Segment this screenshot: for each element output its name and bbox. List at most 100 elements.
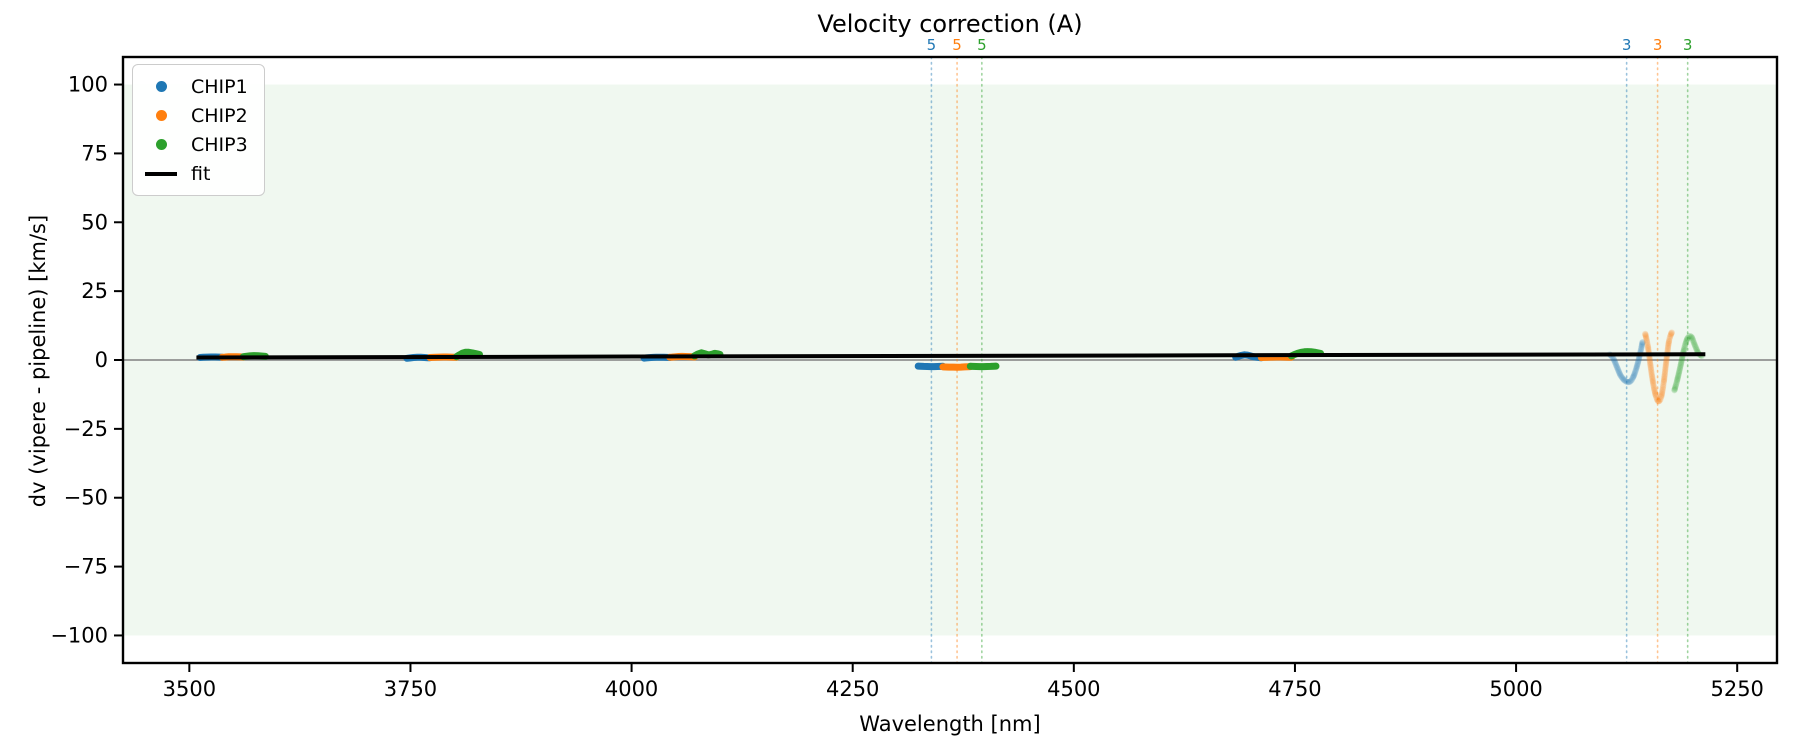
wiggle-point-chip2 <box>1652 391 1659 398</box>
wiggle-point-chip2 <box>1650 384 1658 391</box>
wiggle-point-chip1 <box>1612 360 1619 367</box>
legend-label: CHIP3 <box>191 133 248 156</box>
order-marker-label: 3 <box>1683 36 1693 54</box>
wiggle-point-chip1 <box>1614 365 1621 372</box>
wiggle-point-chip2 <box>1650 381 1657 388</box>
order-marker-label: 3 <box>1653 36 1663 54</box>
wiggle-point-chip2 <box>1648 371 1655 378</box>
wiggle-point-chip2 <box>1651 387 1658 394</box>
x-tick-label: 5250 <box>1710 677 1763 701</box>
wiggle-point-chip3 <box>1672 382 1679 389</box>
wiggle-point-chip3 <box>1671 385 1678 392</box>
legend-item-chip2: CHIP2 <box>143 101 248 130</box>
wiggle-point-chip3 <box>1689 335 1696 342</box>
wiggle-point-chip1 <box>1639 340 1646 347</box>
wiggle-point-chip1 <box>1621 376 1628 384</box>
order-marker-label: 5 <box>977 36 987 54</box>
wiggle-point-chip2 <box>1651 386 1658 393</box>
wiggle-point-chip2 <box>1658 393 1665 400</box>
wiggle-point-chip3 <box>1683 336 1690 343</box>
wiggle-point-chip3 <box>1686 332 1694 340</box>
y-tick-label: −75 <box>64 555 108 579</box>
wiggle-point-chip2 <box>1658 394 1665 401</box>
wiggle-point-chip2 <box>1662 361 1669 368</box>
wiggle-point-chip3 <box>1676 367 1683 374</box>
wiggle-point-chip2 <box>1665 338 1672 345</box>
wiggle-point-chip3 <box>1681 344 1688 351</box>
wiggle-point-chip3 <box>1692 344 1699 351</box>
order-marker-label: 3 <box>1622 36 1632 54</box>
wiggle-point-chip2 <box>1643 337 1650 344</box>
wiggle-point-chip2 <box>1658 390 1665 398</box>
wiggle-point-chip1 <box>1630 373 1637 381</box>
wiggle-point-chip2 <box>1649 377 1656 385</box>
wiggle-point-chip1 <box>1631 370 1638 377</box>
wiggle-point-chip1 <box>1628 377 1635 384</box>
y-tick-label: 50 <box>81 210 108 234</box>
wiggle-point-chip2 <box>1667 332 1674 340</box>
wiggle-point-chip1 <box>1632 368 1639 375</box>
wiggle-point-chip3 <box>1678 357 1685 364</box>
x-tick-label: 4250 <box>826 677 879 701</box>
order-marker-label: 5 <box>952 36 962 54</box>
wiggle-point-chip3 <box>1677 362 1684 369</box>
wiggle-point-chip2 <box>1642 331 1649 338</box>
legend-marker <box>155 139 167 150</box>
wiggle-point-chip2 <box>1648 368 1655 375</box>
wiggle-point-chip1 <box>1631 371 1638 378</box>
wiggle-point-chip2 <box>1651 388 1658 395</box>
wiggle-point-chip3 <box>1673 380 1680 387</box>
legend-dot-icon <box>143 139 179 150</box>
wiggle-point-chip3 <box>1675 373 1682 380</box>
wiggle-point-chip3 <box>1675 370 1682 377</box>
wiggle-point-chip2 <box>1645 346 1652 353</box>
wiggle-point-chip2 <box>1642 330 1649 337</box>
legend-item-fit: fit <box>143 159 248 188</box>
wiggle-point-chip1 <box>1630 372 1637 380</box>
legend-item-chip1: CHIP1 <box>143 72 248 101</box>
wiggle-point-chip2 <box>1659 388 1666 395</box>
legend-dot-icon <box>143 110 179 121</box>
wiggle-point-chip1 <box>1634 361 1641 368</box>
wiggle-point-chip2 <box>1642 333 1649 340</box>
wiggle-point-chip2 <box>1665 339 1672 346</box>
wiggle-point-chip2 <box>1655 398 1662 405</box>
wiggle-point-chip2 <box>1664 345 1672 352</box>
wiggle-point-chip3 <box>1683 337 1690 344</box>
wiggle-point-chip2 <box>1646 356 1653 363</box>
wiggle-point-chip2 <box>1644 340 1651 347</box>
wiggle-point-chip3 <box>1673 379 1680 386</box>
legend-label: CHIP1 <box>191 75 248 98</box>
wiggle-point-chip3 <box>1672 383 1679 390</box>
wiggle-point-chip1 <box>1626 378 1633 386</box>
wiggle-point-chip1 <box>1616 369 1623 377</box>
wiggle-point-chip3 <box>1676 366 1683 373</box>
wiggle-point-chip2 <box>1659 386 1666 394</box>
wiggle-point-chip2 <box>1649 376 1656 383</box>
wiggle-point-chip3 <box>1689 336 1696 343</box>
wiggle-point-chip2 <box>1665 342 1672 349</box>
wiggle-point-chip2 <box>1662 362 1669 369</box>
wiggle-point-chip2 <box>1664 346 1671 353</box>
wiggle-point-chip2 <box>1659 385 1666 392</box>
wiggle-point-chip3 <box>1675 371 1682 378</box>
legend-marker <box>155 81 167 92</box>
y-tick-label: 100 <box>68 73 108 97</box>
order-marker-label: 5 <box>927 36 937 54</box>
series-segment-chip1 <box>914 362 947 371</box>
y-tick-label: 75 <box>81 141 108 165</box>
wiggle-point-chip1 <box>1613 362 1620 369</box>
wiggle-point-chip3 <box>1693 345 1700 352</box>
wiggle-point-chip1 <box>1618 373 1625 380</box>
legend-label: fit <box>191 162 211 185</box>
wiggle-point-chip2 <box>1660 378 1667 386</box>
wiggle-point-chip3 <box>1685 333 1692 340</box>
wiggle-point-chip2 <box>1654 397 1661 404</box>
wiggle-point-chip2 <box>1662 363 1669 370</box>
wiggle-point-chip3 <box>1678 358 1685 365</box>
wiggle-point-chip3 <box>1676 365 1684 372</box>
wiggle-point-chip2 <box>1647 362 1654 369</box>
wiggle-point-chip1 <box>1617 372 1624 379</box>
